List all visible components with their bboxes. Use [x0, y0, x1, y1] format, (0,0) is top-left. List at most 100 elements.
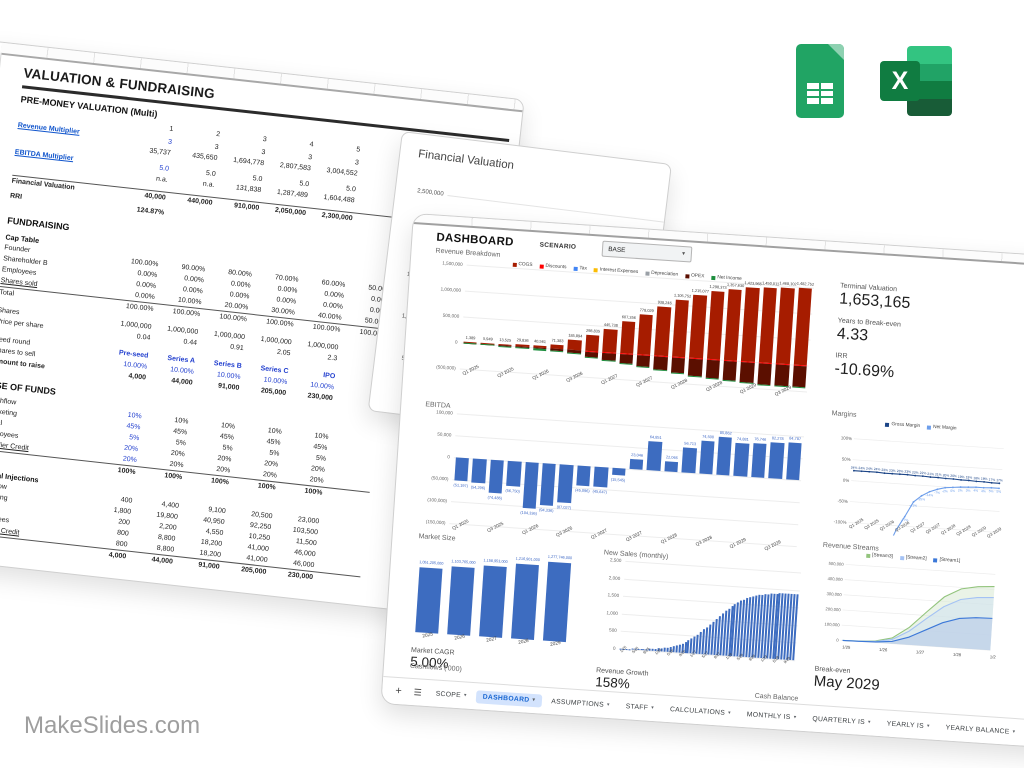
- legend-label: Tax: [579, 266, 588, 272]
- market-size-bar: [511, 563, 539, 640]
- legend-swatch: [711, 275, 716, 280]
- dashboard-title: DASHBOARD: [436, 231, 515, 249]
- add-sheet-button[interactable]: +: [394, 684, 403, 698]
- opex-segment: [791, 365, 807, 388]
- tab-label: MONTHLY IS: [746, 710, 791, 721]
- all-sheets-menu-icon[interactable]: ☰: [413, 686, 423, 698]
- svg-text:Q3 2029: Q3 2029: [986, 526, 1003, 539]
- row-label: [0, 578, 75, 590]
- cell-value: 2028: [293, 609, 310, 618]
- market-size-bar: [479, 565, 507, 638]
- y-tick-label: 500,000: [442, 312, 460, 319]
- chevron-down-icon: ▼: [680, 250, 687, 258]
- sheet-tab-assumptions[interactable]: ASSUMPTIONS ▾: [544, 694, 617, 712]
- svg-text:1/28: 1/28: [953, 652, 962, 658]
- sheet-tab-staff[interactable]: STAFF ▾: [618, 699, 661, 715]
- net-income-segment: [584, 356, 599, 358]
- ebitda-bar: [539, 463, 557, 506]
- tab-menu-arrow-icon: ▾: [727, 709, 732, 717]
- svg-text:23%: 23%: [897, 469, 904, 473]
- svg-text:-100%: -100%: [834, 519, 847, 525]
- svg-text:0: 0: [836, 637, 839, 642]
- y-tick-label: (500,000): [436, 364, 456, 371]
- brand-watermark: MakeSlides.com: [24, 712, 201, 739]
- ebitda-bar: [733, 442, 750, 477]
- sheet-tab-monthly-is[interactable]: MONTHLY IS ▾: [739, 707, 803, 724]
- legend-swatch: [539, 264, 544, 269]
- svg-text:50%: 50%: [842, 456, 851, 462]
- cell-value: 5.00%: [213, 615, 261, 619]
- cell-value: 2,300,000: [321, 211, 353, 223]
- svg-text:1/25: 1/25: [842, 644, 851, 650]
- net-income-segment: [722, 380, 736, 382]
- svg-text:Q1 2027: Q1 2027: [909, 521, 926, 534]
- cell-value: 2026: [199, 598, 216, 608]
- cell-value: 2025: [152, 593, 170, 603]
- market-size-bar: [447, 566, 475, 636]
- y-tick-label: 500: [608, 627, 617, 634]
- svg-text:18%: 18%: [973, 476, 980, 480]
- svg-text:19%: 19%: [966, 475, 973, 479]
- svg-text:Q3 2027: Q3 2027: [925, 522, 942, 535]
- dashboard-sheet-window: DASHBOARD SCENARIO BASE ▼ Revenue Breakd…: [380, 213, 1024, 751]
- y-tick-label: 100,000: [436, 409, 453, 416]
- tab-label: CALCULATIONS: [669, 705, 726, 717]
- svg-text:4%: 4%: [973, 489, 978, 493]
- tab-label: QUARTERLY IS: [812, 715, 866, 726]
- x-tick-label: 2027: [485, 636, 498, 644]
- ebitda-bar: [681, 447, 697, 474]
- svg-text:1/27: 1/27: [916, 649, 925, 655]
- opex-segment: [653, 356, 668, 371]
- svg-text:24%: 24%: [858, 466, 865, 470]
- tab-menu-arrow-icon: ▾: [867, 719, 872, 726]
- revenue-breakdown-chart: Revenue Breakdown COGS Discounts Tax Intere…: [427, 248, 820, 406]
- tab-label: SCOPE: [435, 690, 462, 699]
- svg-text:-14%: -14%: [925, 493, 933, 498]
- row-label: [0, 605, 72, 617]
- net-income-segment: [532, 348, 547, 351]
- sheet-tab-yearly-is[interactable]: YEARLY IS ▾: [879, 717, 937, 734]
- legend-swatch: [573, 266, 578, 271]
- sheet-tab-dashboard[interactable]: DASHBOARD ▾: [475, 689, 543, 708]
- revenue-bar: [723, 289, 742, 361]
- net-income-segment: [757, 383, 771, 386]
- x-tick-label: 2028: [517, 638, 530, 646]
- svg-text:21%: 21%: [935, 472, 942, 476]
- tab-label: DASHBOARD: [482, 693, 530, 704]
- new-sales-chart: New Sales (monthly) 2,500 2,000 1,500 1,000…: [597, 549, 804, 672]
- bar-value-label: (74,486): [487, 494, 503, 501]
- cell-value: 2,050,000: [274, 206, 307, 218]
- svg-text:0%: 0%: [950, 489, 955, 493]
- net-income-segment: [601, 359, 616, 362]
- ebitda-bar: [506, 460, 522, 487]
- bar-value-label: (45,647): [592, 488, 608, 495]
- svg-text:20%: 20%: [950, 474, 957, 478]
- sheet-tab-scope[interactable]: SCOPE ▾: [428, 687, 474, 703]
- svg-text:24%: 24%: [851, 465, 858, 469]
- svg-text:400,000: 400,000: [827, 576, 843, 582]
- sheet-tab-yearly-balance[interactable]: YEARLY BALANCE ▾: [938, 720, 1023, 739]
- cashflows-chart-title: Cashflows ('000): [409, 662, 462, 674]
- cell-value: 440,000: [186, 197, 213, 207]
- cell-value: Starting: [95, 587, 123, 598]
- sheet-tab-calculations[interactable]: CALCULATIONS ▾: [663, 702, 739, 720]
- ebitda-bar: [751, 443, 767, 478]
- svg-text:5%: 5%: [989, 489, 994, 493]
- sheet-tab-quarterly-is[interactable]: QUARTERLY IS ▾: [805, 712, 878, 730]
- market-size-chart: Market Size 1,051,205,000 1,103,765,000 1,…: [412, 533, 579, 652]
- revenue-bar: [793, 287, 812, 366]
- cell-value: 910,000: [233, 202, 260, 212]
- svg-text:5%: 5%: [996, 490, 1001, 494]
- svg-text:300,000: 300,000: [826, 591, 842, 597]
- svg-text:0%: 0%: [843, 478, 850, 483]
- y-tick-label: 2,000: [608, 574, 621, 581]
- ebitda-bar: [576, 465, 591, 487]
- y-tick-label: 0: [447, 454, 451, 460]
- legend-swatch: [645, 271, 650, 276]
- opex-segment: [705, 359, 720, 379]
- svg-text:-50%: -50%: [837, 498, 848, 504]
- svg-text:24%: 24%: [874, 467, 881, 471]
- svg-text:200,000: 200,000: [825, 606, 841, 612]
- net-income-segment: [705, 377, 719, 380]
- ebitda-bar: [768, 442, 785, 480]
